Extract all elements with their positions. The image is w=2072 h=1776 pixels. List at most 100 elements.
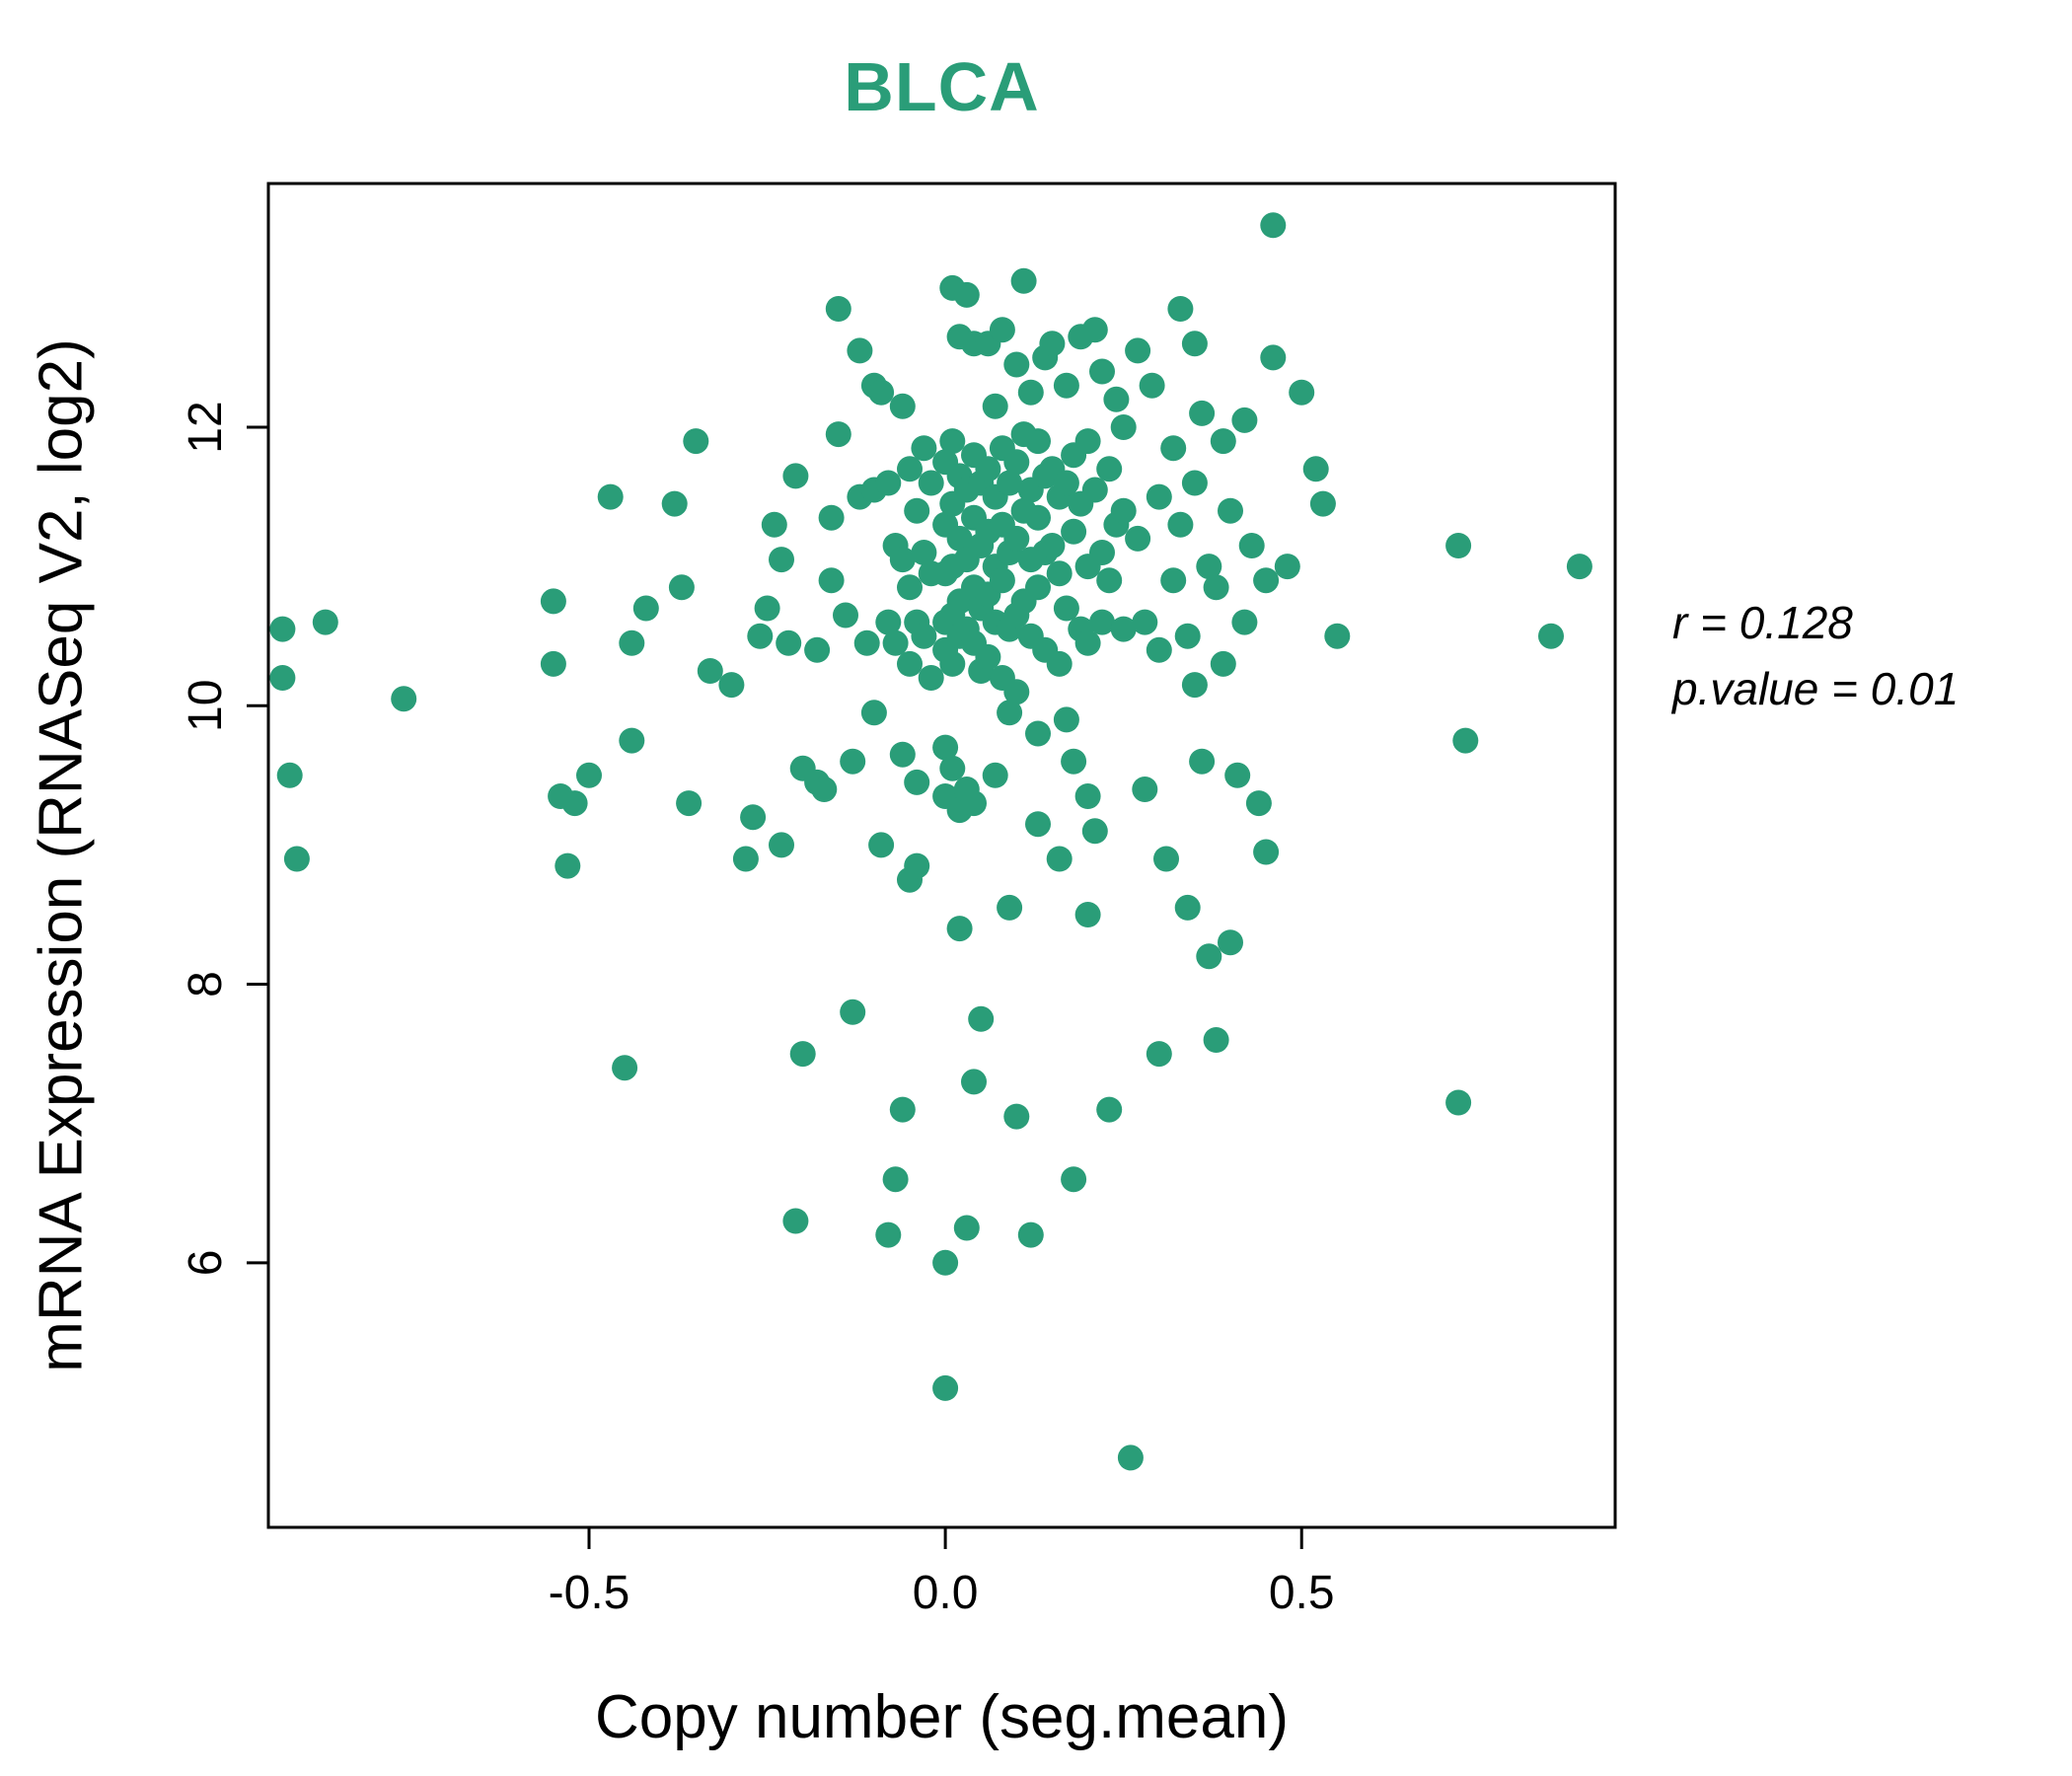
data-point [1174,623,1201,649]
data-point [1003,449,1030,476]
data-point [825,296,851,322]
data-point [1089,358,1115,385]
data-point [269,616,296,642]
data-point [1245,790,1272,817]
data-point [975,456,1001,482]
data-point [953,281,980,308]
data-point [632,595,659,622]
data-point [875,470,902,496]
data-point [1025,428,1051,455]
data-point [889,1096,916,1123]
data-point [897,456,923,482]
data-point [1081,818,1108,845]
data-point [619,727,645,754]
data-point [1053,372,1079,399]
data-point [1174,894,1201,921]
data-point [1132,777,1158,802]
data-point [961,790,987,817]
data-point [868,379,895,406]
data-point [1046,560,1073,587]
data-point [754,595,780,622]
data-point [1074,902,1101,927]
data-point [1146,1041,1172,1068]
data-point [1566,554,1592,580]
data-point [1274,554,1300,580]
data-point [782,1208,809,1234]
data-point [1324,623,1351,649]
data-point [769,547,794,573]
data-point [555,852,581,879]
data-point [1046,846,1073,872]
data-point [946,916,973,942]
data-point [540,650,566,677]
data-point [1025,811,1051,838]
data-point [1302,456,1329,482]
data-point [1125,337,1151,364]
data-point [1146,483,1172,510]
data-point [769,832,794,858]
data-point [1110,497,1137,524]
data-point [997,700,1023,726]
data-point [953,1215,980,1241]
data-point [840,999,866,1025]
data-point [1538,623,1564,649]
data-point [1039,533,1066,558]
data-point [1089,609,1115,635]
data-point [875,609,902,635]
data-point [1003,525,1030,552]
data-point [1181,470,1208,496]
data-point [875,1221,902,1248]
data-point [561,790,588,817]
data-point [1003,351,1030,378]
data-point [1231,609,1258,635]
data-point [853,629,880,656]
chart-title: BLCA [844,48,1040,125]
data-point [1089,540,1115,565]
data-point [889,741,916,768]
data-point [818,567,845,594]
data-point [612,1055,638,1081]
data-point [1181,331,1208,357]
data-point [997,470,1023,496]
data-point [961,1069,987,1095]
data-point [1231,407,1258,433]
data-point [825,421,851,448]
data-point [932,1374,959,1401]
y-tick-label: 8 [180,971,232,998]
data-point [1167,296,1194,322]
data-point [683,428,709,455]
y-tick-label: 6 [180,1249,232,1276]
data-point [668,574,695,601]
data-point [1146,636,1172,663]
data-point [1096,567,1123,594]
data-point [833,602,858,629]
data-point [747,623,774,649]
data-point [1160,567,1187,594]
data-point [968,1005,995,1032]
data-point [939,650,966,677]
data-point [1074,783,1101,809]
data-point [1103,386,1130,412]
data-point [1203,1027,1229,1053]
data-point [740,804,767,831]
data-point [1003,679,1030,705]
data-point [1096,456,1123,482]
data-point [1218,929,1243,956]
data-point [676,790,703,817]
correlation-annotation: r = 0.128 p.value = 0.01 [1672,590,1959,721]
data-point [997,894,1023,921]
data-point [1061,518,1087,545]
data-point [1046,650,1073,677]
data-point [1061,748,1087,775]
data-point [840,748,866,775]
data-point [1053,595,1079,622]
y-tick-label: 12 [180,401,232,453]
data-point [982,393,1008,419]
data-point [897,650,923,677]
data-point [1053,470,1079,496]
data-point [1110,414,1137,440]
data-point [1096,1096,1123,1123]
data-point [718,672,745,699]
plot-border [266,182,1617,1529]
